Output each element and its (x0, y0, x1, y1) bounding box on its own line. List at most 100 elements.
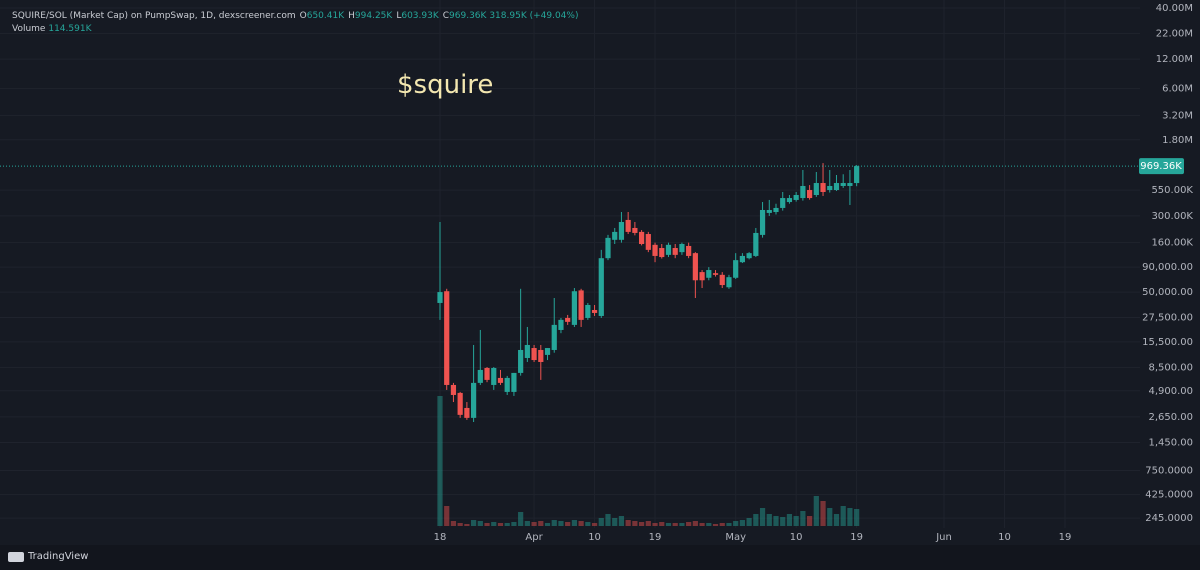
volume-bar (491, 521, 497, 526)
y-tick-label: 160.00K (1151, 238, 1193, 249)
volume-bar (692, 520, 698, 526)
last-price-tag (1139, 158, 1184, 175)
candle-body (773, 207, 779, 213)
candle-body (672, 248, 678, 255)
volume-bar (524, 520, 530, 526)
candle-body (739, 255, 745, 263)
volume-bar (450, 520, 457, 526)
candle-body (719, 274, 725, 286)
x-tick-label: Apr (525, 532, 543, 543)
y-tick-label: 750.0000 (1145, 466, 1193, 477)
candle-body (565, 317, 571, 322)
ohlc-value: 994.25K (354, 11, 393, 21)
volume-bar (551, 520, 557, 526)
volume-bar (766, 513, 772, 526)
candle-body (813, 183, 819, 195)
candle-body (847, 183, 853, 186)
ohlc-value: 650.41K (306, 11, 345, 21)
candle-body (692, 253, 698, 281)
volume-bar (612, 518, 618, 526)
y-tick-label: 15,500.00 (1142, 337, 1193, 348)
brand-text: TradingView (28, 551, 89, 562)
ohlc-key: L (396, 11, 402, 21)
candle-body (585, 304, 591, 318)
volume-value: 114.591K (48, 24, 92, 34)
candle-body (571, 291, 577, 325)
candle-body (578, 290, 584, 320)
y-tick-label: 12.00M (1156, 54, 1193, 65)
y-tick-label: 27,500.00 (1142, 312, 1193, 323)
x-tick-label: 18 (434, 532, 447, 543)
volume-bar (847, 507, 853, 526)
y-tick-label: 1.80M (1162, 135, 1193, 146)
candle-body (820, 183, 826, 192)
y-tick-label: 1,450.00 (1148, 438, 1193, 449)
candle-body (733, 260, 739, 278)
candle-body (726, 277, 732, 288)
volume-bar (457, 523, 463, 526)
volume-bar (813, 495, 819, 526)
legend: SQUIRE/SOL (Market Cap) on PumpSwap, 1D,… (12, 10, 578, 36)
volume-bar (625, 520, 631, 526)
ohlc-key: H (348, 11, 355, 21)
volume-bar (544, 523, 551, 526)
volume-bar (773, 515, 779, 526)
x-tick-label: 10 (790, 532, 803, 543)
candle-body (746, 253, 752, 259)
volume-bar (739, 520, 745, 526)
candle-body (558, 319, 564, 330)
y-tick-label: 6.00M (1162, 84, 1193, 95)
candle-body (471, 382, 477, 418)
legend-line: SQUIRE/SOL (Market Cap) on PumpSwap, 1D,… (12, 10, 578, 23)
volume-bar (706, 523, 712, 526)
volume-bar (659, 521, 665, 526)
volume-bar (578, 520, 584, 526)
y-tick-label: 4,900.00 (1148, 386, 1193, 397)
y-tick-label: 425.0000 (1145, 490, 1193, 501)
candle-body (786, 198, 793, 203)
ohlc-key: O (299, 11, 307, 21)
candle-body (450, 384, 457, 395)
x-tick-label: 10 (588, 532, 601, 543)
candle-body (780, 198, 786, 208)
candle-body (665, 244, 672, 255)
ohlc: O650.41K H994.25K L603.93K C969.36K (296, 11, 487, 21)
candle-body (645, 234, 651, 250)
volume-bar (591, 523, 598, 526)
volume-bar (471, 520, 477, 526)
volume-bar (665, 523, 672, 526)
volume-bar (632, 520, 638, 526)
volume-bar (726, 523, 732, 526)
x-tick-label: 10 (998, 532, 1011, 543)
change: 318.95K (+49.04%) (489, 11, 579, 21)
volume-bar (565, 521, 571, 526)
volume-bar (484, 523, 490, 526)
volume-bar (793, 515, 799, 526)
candle-body (659, 248, 665, 258)
candle-body (605, 237, 611, 259)
y-tick-label: 90,000.00 (1142, 262, 1193, 273)
candle-body (679, 243, 685, 253)
candle-body (753, 232, 759, 256)
volume-bar (679, 523, 685, 526)
volume-bar (840, 505, 846, 526)
y-tick-label: 50,000.00 (1142, 287, 1193, 298)
volume-bar (518, 511, 524, 526)
x-tick-label: May (725, 532, 746, 543)
volume-bar (645, 520, 651, 526)
candle-body (625, 219, 631, 232)
y-tick-label: 245.0000 (1145, 513, 1193, 524)
volume-bar (746, 518, 752, 526)
volume-bar (511, 521, 517, 526)
candle-body (551, 324, 557, 350)
candle-body (699, 272, 705, 281)
candle-body (827, 185, 833, 191)
ohlc-value: 603.93K (401, 11, 439, 21)
candle-body (504, 377, 510, 392)
volume-bar (833, 513, 840, 526)
candle-body (538, 349, 544, 362)
volume-line: Volume 114.591K (12, 23, 578, 36)
y-tick-label: 2,650.00 (1148, 412, 1193, 423)
volume-bar (733, 520, 739, 526)
y-tick-label: 8,500.00 (1148, 362, 1193, 373)
